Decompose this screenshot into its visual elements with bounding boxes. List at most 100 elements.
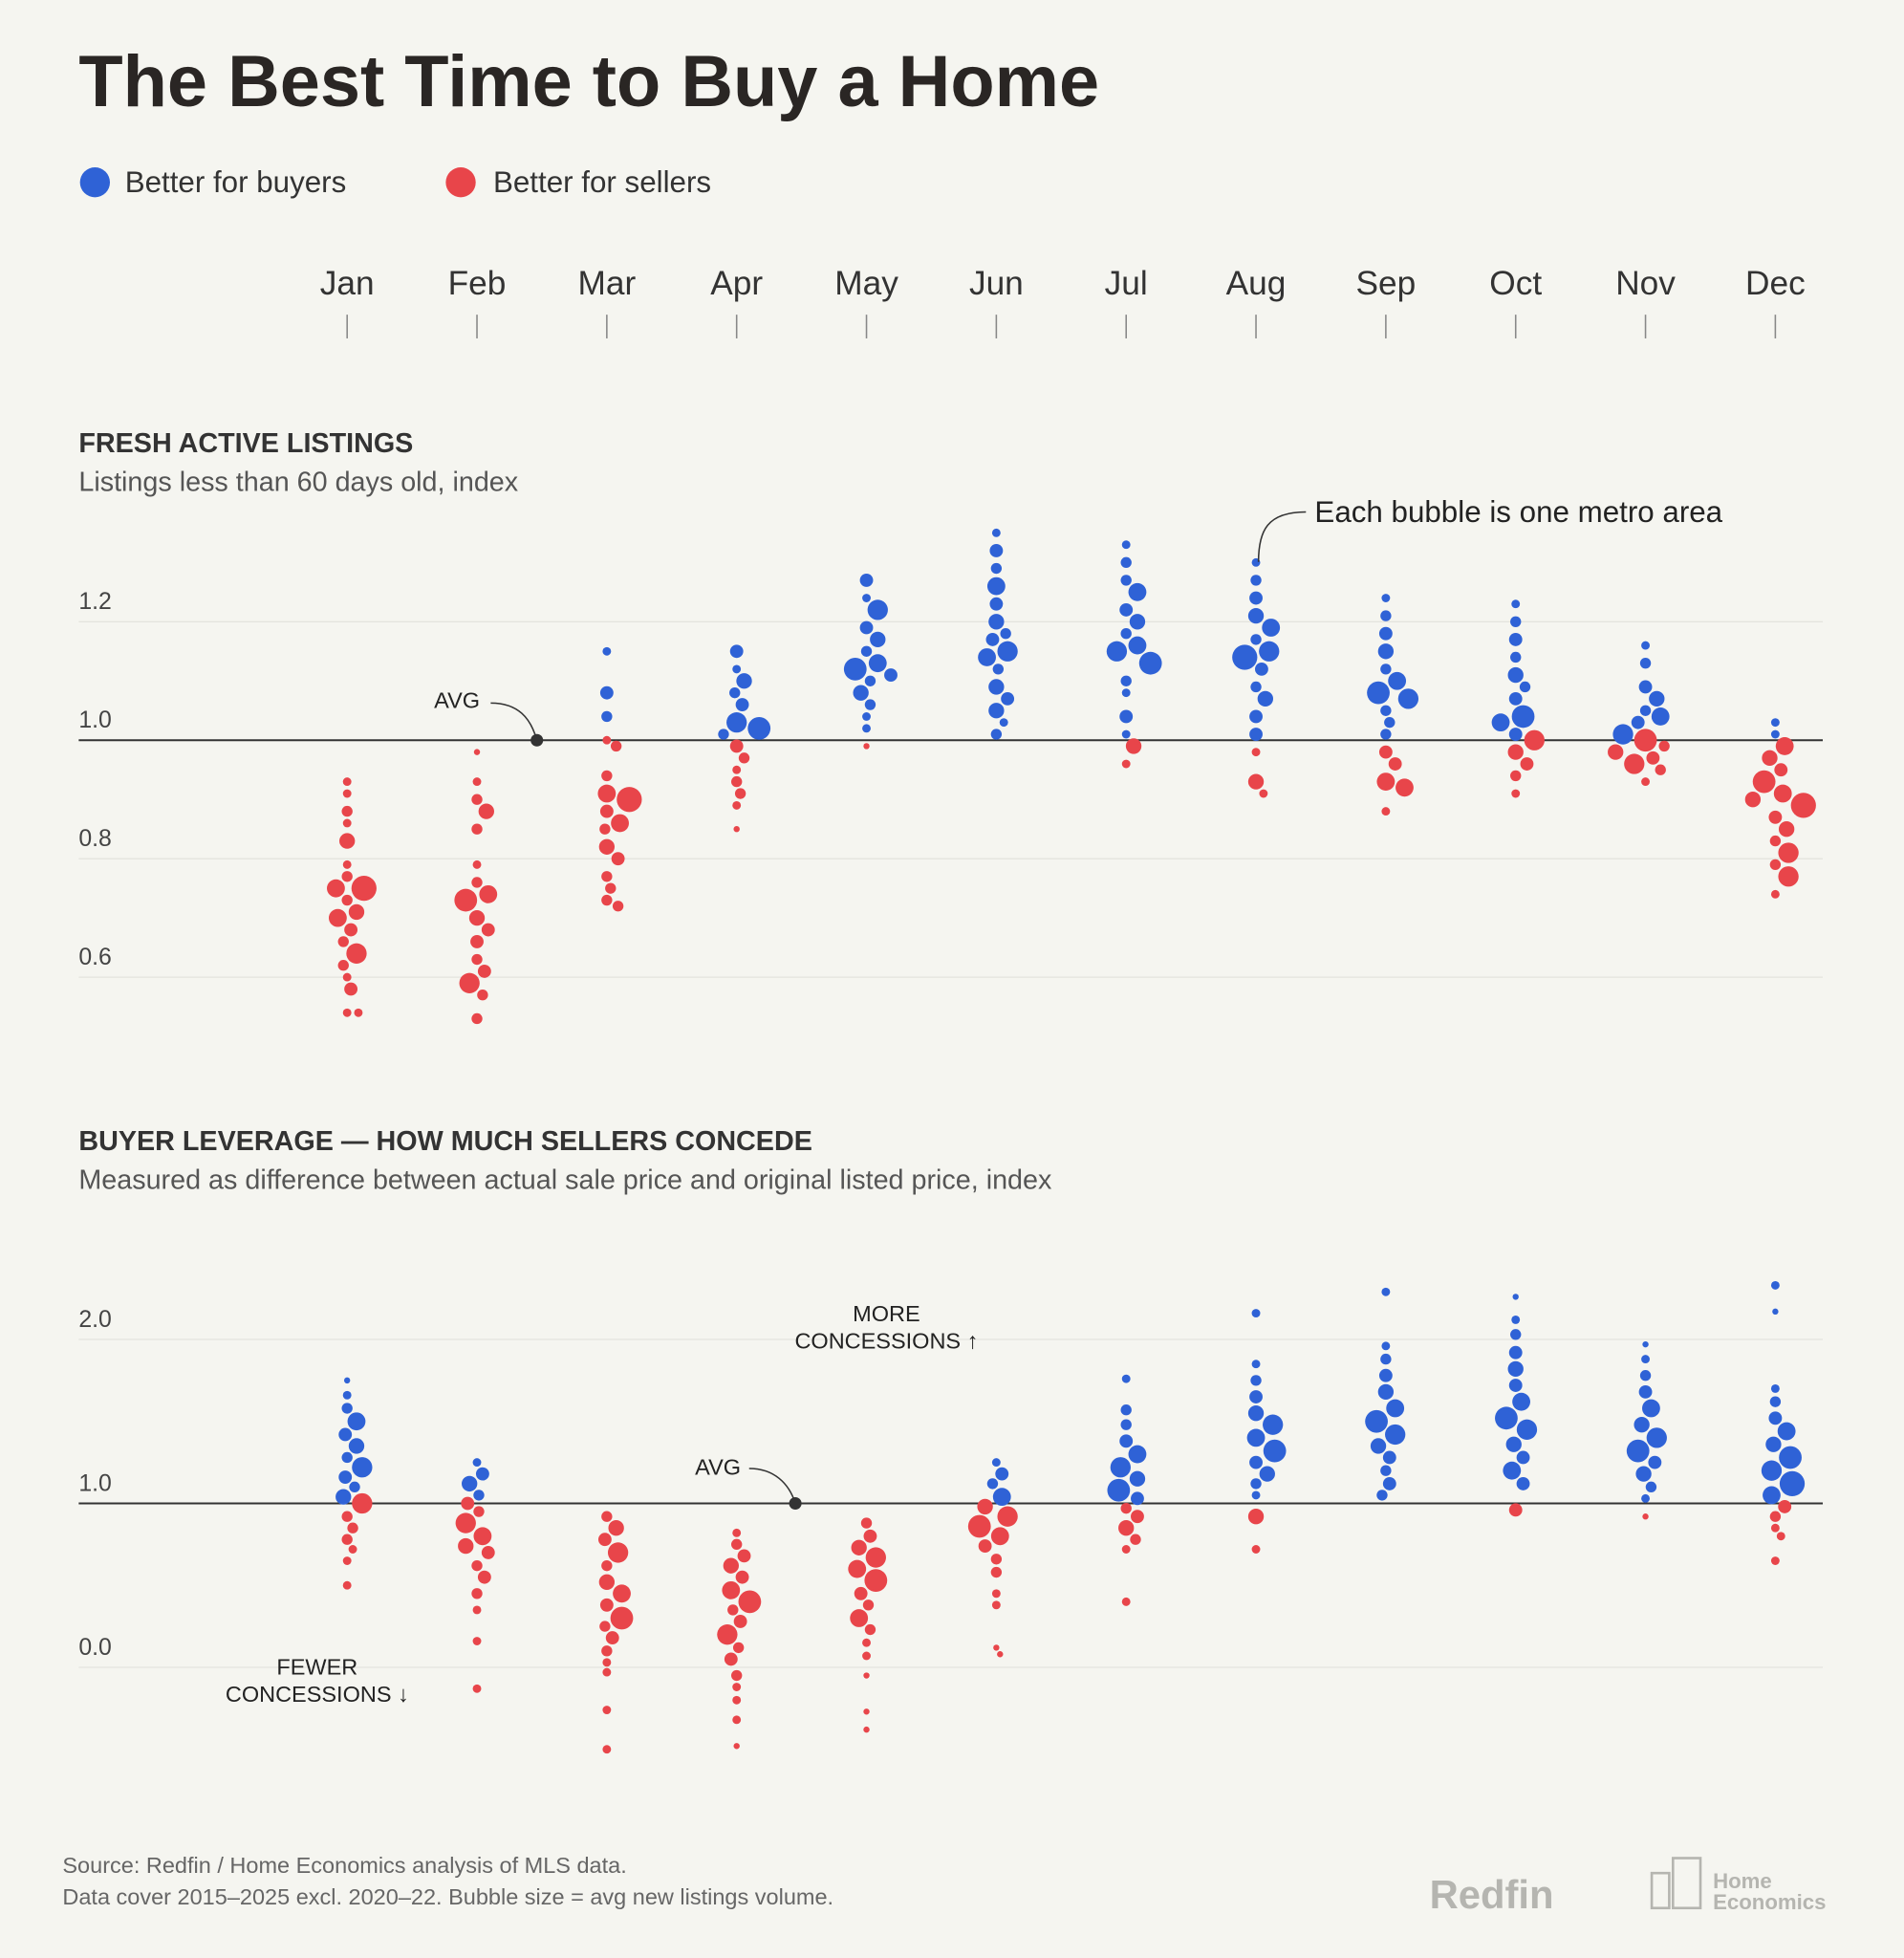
bubble [601, 1511, 613, 1522]
bubble [729, 644, 744, 659]
bubble [997, 1506, 1018, 1527]
bubble [352, 1457, 373, 1478]
month-label: Dec [1745, 265, 1806, 302]
bubble [601, 770, 613, 782]
bubble [1250, 681, 1262, 693]
annotation: CONCESSIONS ↓ [226, 1682, 409, 1707]
bubble [732, 1528, 742, 1537]
bubble [335, 1489, 352, 1505]
bubble [863, 1726, 870, 1733]
bubble [1380, 1465, 1392, 1476]
bubble [1631, 715, 1645, 729]
bubble [1511, 599, 1521, 609]
bubble [1516, 1419, 1538, 1440]
bubble [1251, 1490, 1261, 1500]
bubble [1246, 1428, 1266, 1447]
bubble [991, 1600, 1001, 1610]
bubble [967, 1514, 991, 1538]
bubble [1380, 729, 1392, 740]
bubble [341, 1534, 353, 1545]
bubble [1377, 643, 1395, 660]
bubble [731, 1669, 743, 1682]
bubble [1648, 1455, 1662, 1469]
bubble [986, 1478, 999, 1490]
bubble [342, 789, 352, 798]
bubble [1118, 1520, 1135, 1536]
bubble [611, 852, 625, 866]
avg-label: AVG [434, 688, 480, 713]
bubble [472, 1458, 482, 1468]
chart-subtitle: Measured as difference between actual sa… [78, 1164, 1052, 1195]
avg-label: AVG [695, 1455, 741, 1480]
bubble [1508, 1379, 1523, 1392]
bubble [862, 724, 871, 733]
bubble [1658, 740, 1670, 752]
bubble [611, 814, 629, 833]
bubble [1380, 1353, 1392, 1365]
bubble [1377, 1383, 1395, 1401]
bubble [1646, 1427, 1667, 1448]
bubble [602, 1706, 612, 1714]
bubble [859, 620, 874, 635]
bubble [1642, 1340, 1649, 1348]
bubble [1259, 641, 1280, 662]
bubble [1777, 1422, 1796, 1441]
bubble [459, 972, 480, 993]
bubble [1376, 772, 1396, 792]
bubble [859, 574, 874, 587]
bubble [351, 876, 377, 902]
bubble [1247, 1509, 1265, 1525]
bubble [341, 1403, 353, 1414]
y-tick-label: 2.0 [78, 1307, 111, 1333]
bubble [1106, 641, 1128, 662]
bubble [1655, 764, 1666, 775]
bubble [1250, 575, 1262, 586]
bubble [605, 882, 617, 894]
bubble [597, 1533, 612, 1547]
bubble [732, 1642, 745, 1654]
bubble [1524, 729, 1545, 751]
month-label: Jan [320, 265, 375, 302]
month-label: Jun [969, 265, 1024, 302]
bubble [598, 1574, 616, 1590]
bubble [354, 1008, 363, 1017]
bubble [732, 1695, 742, 1705]
y-tick-label: 1.0 [78, 707, 111, 733]
bubble [1624, 753, 1645, 774]
bubble [599, 804, 614, 818]
bubble [477, 990, 488, 1001]
bubble [342, 818, 352, 828]
bubble [1507, 1360, 1524, 1378]
bubble [473, 749, 481, 755]
bubble [1249, 1455, 1263, 1469]
bubble [472, 1684, 482, 1693]
bubble [884, 668, 898, 682]
bubble [601, 894, 613, 906]
bubble [989, 597, 1004, 611]
bubble [472, 1637, 482, 1645]
bubble [735, 1570, 749, 1584]
bubble [1121, 729, 1131, 739]
bubble [610, 740, 622, 752]
bubble [1121, 540, 1131, 550]
bubble [1769, 835, 1782, 847]
bubble [1128, 636, 1147, 655]
bubble [1130, 1534, 1141, 1545]
bubble [602, 1658, 612, 1667]
bubble [1121, 1597, 1131, 1606]
bubble [599, 1598, 614, 1612]
bubble [992, 1488, 1011, 1507]
legend-label: Better for sellers [493, 165, 711, 199]
bubble [843, 657, 867, 681]
bubble [1507, 666, 1524, 684]
bubble [458, 1537, 474, 1555]
bubble [471, 953, 483, 966]
bubble [1121, 688, 1131, 698]
bubble [867, 599, 888, 620]
bubble [1251, 1360, 1261, 1369]
bubble [1770, 729, 1780, 739]
leader [1257, 511, 1307, 562]
bubble [473, 1506, 485, 1517]
bubble [997, 1651, 1004, 1658]
